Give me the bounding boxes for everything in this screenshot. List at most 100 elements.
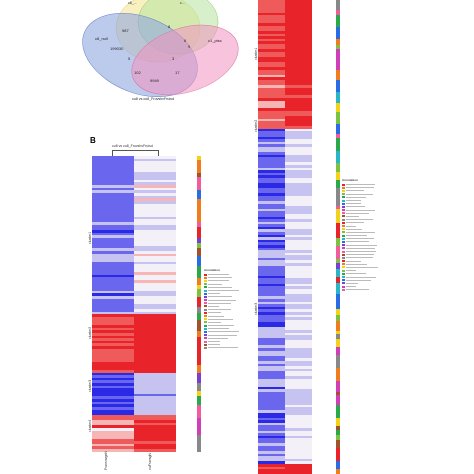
- legend-swatch: [204, 292, 207, 295]
- heatmap-row: [258, 252, 312, 256]
- legend-swatch: [342, 282, 345, 285]
- heatmap-row: [92, 346, 176, 349]
- heatmap-cell: [258, 281, 285, 284]
- heatmap-cell: [134, 398, 176, 402]
- legend-text-line: [346, 235, 367, 237]
- heatmap-cell: [134, 235, 176, 238]
- heatmap-cell: [285, 131, 312, 135]
- heatmap-row: [258, 162, 312, 165]
- heatmap-row: [258, 342, 312, 346]
- heatmap-cell: [92, 348, 134, 352]
- heatmap-row: [92, 422, 176, 426]
- legend-entry: [204, 273, 239, 276]
- heatmap-row: [92, 156, 176, 159]
- heatmap-cell: [258, 293, 285, 297]
- heatmap-cell: [285, 283, 312, 287]
- heatmap-row: [258, 103, 312, 106]
- legend-entry: [342, 209, 378, 212]
- heatmap-cell: [258, 335, 285, 338]
- heatmap-cell: [92, 430, 134, 434]
- heatmap-cell: [285, 152, 312, 155]
- heatmap-row: [258, 446, 312, 449]
- legend-swatch: [342, 186, 345, 189]
- heatmap-cell: [92, 272, 134, 275]
- heatmap-cell: [258, 327, 285, 330]
- heatmap-row: [258, 415, 312, 418]
- venn-region: 9949: [150, 78, 160, 83]
- legend-entry: [342, 189, 378, 192]
- heatmap-row: [258, 59, 312, 62]
- heatmap-cell: [285, 126, 312, 129]
- legend-swatch: [342, 253, 345, 256]
- heatmap-row: [92, 425, 176, 428]
- heatmap-row: [258, 229, 312, 233]
- heatmap-cell: [258, 82, 285, 86]
- heatmap-cell: [134, 435, 176, 439]
- heatmap-cell: [285, 229, 312, 233]
- heatmap-cell: [285, 61, 312, 65]
- heatmap-row: [92, 248, 176, 252]
- heatmap-row: [258, 48, 312, 52]
- heatmap-row: [258, 350, 312, 354]
- heatmap-cell: [258, 278, 285, 282]
- heatmap-row: [258, 105, 312, 109]
- heatmap-row: [258, 219, 312, 222]
- heatmap-cell: [285, 221, 312, 225]
- heatmap-cell: [285, 456, 312, 459]
- heatmap-cell: [285, 232, 312, 235]
- heatmap-cell: [134, 369, 176, 373]
- heatmap-cell: [92, 161, 134, 164]
- annotation-segment: [336, 91, 340, 104]
- annotation-segment: [336, 321, 340, 331]
- heatmap-cell: [134, 169, 176, 172]
- heatmap-cell: [134, 351, 176, 355]
- heatmap-row: [92, 158, 176, 162]
- heatmap-cell: [258, 237, 285, 240]
- legend-swatch: [342, 209, 345, 212]
- heatmap-cell: [92, 367, 134, 370]
- heatmap-row: [258, 244, 312, 248]
- heatmap-cell: [285, 64, 312, 68]
- heatmap-row: [92, 237, 176, 241]
- heatmap-cell: [134, 359, 176, 362]
- heatmap-cell: [92, 285, 134, 289]
- heatmap-cell: [285, 206, 312, 209]
- heatmap-cell: [285, 157, 312, 160]
- heatmap-cell: [258, 366, 285, 369]
- annotation-segment: [336, 309, 340, 315]
- legend-text-line: [346, 257, 373, 259]
- annotation-segment: [336, 405, 340, 418]
- heatmap-cell: [92, 306, 134, 310]
- annotation-segment: [336, 10, 340, 15]
- annotation-segment: [197, 172, 201, 178]
- heatmap-row: [258, 427, 312, 431]
- annotation-segment: [336, 0, 340, 11]
- heatmap-cell: [258, 188, 285, 191]
- heatmap-row: [258, 469, 312, 472]
- legend-swatch: [204, 327, 207, 330]
- heatmap-cell: [285, 291, 312, 294]
- panel-b-title: cu8 vs cu8_FruvshvFruisd: [112, 144, 153, 148]
- heatmap-cell: [258, 10, 285, 13]
- heatmap-cell: [285, 257, 312, 261]
- heatmap-row: [258, 100, 312, 104]
- heatmap-row: [258, 121, 312, 124]
- heatmap-cell: [134, 354, 176, 357]
- legend-entry: [204, 343, 239, 346]
- heatmap-cell: [285, 136, 312, 140]
- heatmap-row: [258, 304, 312, 307]
- heatmap-row: [92, 322, 176, 325]
- heatmap-cell: [92, 319, 134, 323]
- heatmap-row: [92, 258, 176, 262]
- heatmap-cell: [285, 185, 312, 189]
- heatmap-cell: [285, 378, 312, 382]
- legend-entry: [204, 299, 239, 302]
- heatmap-cell: [134, 449, 176, 452]
- annotation-segment: [336, 282, 340, 294]
- heatmap-row: [258, 376, 312, 379]
- heatmap-cell: [285, 293, 312, 297]
- heatmap-cell: [92, 274, 134, 278]
- heatmap-row: [258, 18, 312, 21]
- legend-text-line: [346, 241, 369, 243]
- heatmap-row: [92, 243, 176, 246]
